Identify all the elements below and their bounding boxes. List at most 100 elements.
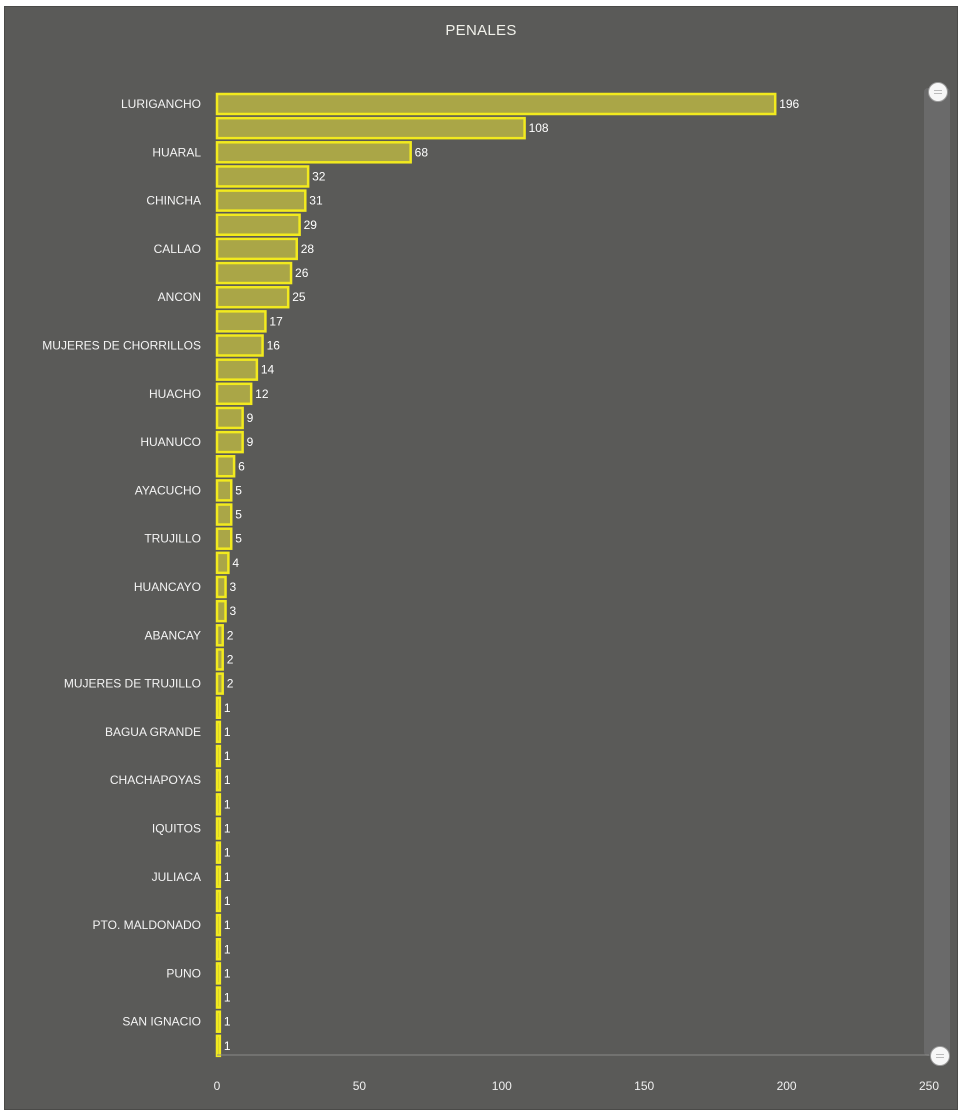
category-label: MUJERES DE TRUJILLO <box>64 677 201 691</box>
bar[interactable] <box>215 793 222 816</box>
data-label: 2 <box>227 677 234 691</box>
bar[interactable] <box>215 430 244 454</box>
category-label: JULIACA <box>152 870 201 884</box>
data-label: 29 <box>304 218 318 232</box>
category-label: ANCON <box>158 290 201 304</box>
bar[interactable] <box>215 382 253 406</box>
bar[interactable] <box>215 744 222 768</box>
bar[interactable] <box>215 648 224 671</box>
bar[interactable] <box>215 768 222 792</box>
data-label: 1 <box>224 966 231 980</box>
data-label: 16 <box>267 339 281 353</box>
bar[interactable] <box>215 334 264 357</box>
bar[interactable] <box>215 261 293 285</box>
x-tick-label: 250 <box>919 1079 939 1093</box>
data-label: 1 <box>224 1039 231 1053</box>
bar[interactable] <box>215 817 222 840</box>
data-label: 9 <box>247 435 254 449</box>
data-label: 32 <box>312 169 326 183</box>
category-label: CHACHAPOYAS <box>110 773 201 787</box>
data-label: 2 <box>227 628 234 642</box>
bar[interactable] <box>215 962 222 985</box>
data-label: 26 <box>295 266 309 280</box>
data-label: 1 <box>224 773 231 787</box>
data-label: 1 <box>224 918 231 932</box>
data-label: 3 <box>230 580 237 594</box>
x-tick-label: 150 <box>634 1079 654 1093</box>
bar[interactable] <box>215 938 222 961</box>
range-scrollbar[interactable] <box>924 88 950 1056</box>
bar[interactable] <box>215 551 230 575</box>
scroll-handle-bottom-icon[interactable] <box>930 1046 950 1066</box>
data-label: 5 <box>235 532 242 546</box>
category-labels: LURIGANCHO HUARAL CHINCHA CALLAO ANCON MUJERE… <box>42 97 201 1029</box>
bar[interactable] <box>215 406 244 430</box>
data-label: 1 <box>224 894 231 908</box>
data-label: 1 <box>224 701 231 715</box>
category-label: LURIGANCHO <box>121 97 201 111</box>
data-label: 1 <box>224 822 231 836</box>
category-label: CALLAO <box>154 242 201 256</box>
bar[interactable] <box>215 165 310 188</box>
bar[interactable] <box>215 358 259 381</box>
category-label: ABANCAY <box>145 628 201 642</box>
bar[interactable] <box>215 575 227 599</box>
bar[interactable] <box>215 141 412 164</box>
data-label: 14 <box>261 363 275 377</box>
x-tick-label: 0 <box>214 1079 221 1093</box>
x-tick-label: 100 <box>492 1079 512 1093</box>
data-label: 3 <box>230 604 237 618</box>
data-label: 108 <box>529 121 549 135</box>
bar[interactable] <box>215 237 298 261</box>
category-label: PUNO <box>166 966 201 980</box>
bar[interactable] <box>215 720 222 744</box>
bar[interactable] <box>215 285 290 309</box>
bar[interactable] <box>215 624 224 647</box>
chart-panel <box>4 6 958 1110</box>
data-label: 5 <box>235 508 242 522</box>
scroll-handle-top-icon[interactable] <box>928 82 948 102</box>
bar[interactable] <box>215 865 222 889</box>
category-label: HUACHO <box>149 387 201 401</box>
category-label: AYACUCHO <box>135 483 201 497</box>
bar[interactable] <box>215 189 307 212</box>
bar[interactable] <box>215 672 224 695</box>
bar[interactable] <box>215 116 526 140</box>
data-label: 9 <box>247 411 254 425</box>
x-tick-label: 200 <box>777 1079 797 1093</box>
bar[interactable] <box>215 213 301 236</box>
bar[interactable] <box>215 527 233 550</box>
data-label: 5 <box>235 483 242 497</box>
bar[interactable] <box>215 1034 222 1058</box>
data-label: 196 <box>779 97 799 111</box>
category-label: HUANUCO <box>140 435 201 449</box>
bar[interactable] <box>215 841 222 864</box>
data-label: 17 <box>269 314 283 328</box>
bar[interactable] <box>215 310 267 333</box>
data-label: 6 <box>238 459 245 473</box>
bar[interactable] <box>215 599 227 623</box>
category-label: SAN IGNACIO <box>122 1015 201 1029</box>
bar[interactable] <box>215 503 233 526</box>
data-label: 4 <box>232 556 239 570</box>
bar[interactable] <box>215 986 222 1009</box>
chart-title: PENALES <box>445 22 517 39</box>
category-label: TRUJILLO <box>144 532 201 546</box>
bar[interactable] <box>215 92 777 116</box>
data-label: 28 <box>301 242 315 256</box>
bar[interactable] <box>215 1010 222 1033</box>
category-label: BAGUA GRANDE <box>105 725 201 739</box>
data-label: 31 <box>309 194 323 208</box>
bar[interactable] <box>215 455 236 478</box>
category-label: IQUITOS <box>152 822 201 836</box>
category-label: PTO. MALDONADO <box>93 918 201 932</box>
category-label: CHINCHA <box>146 194 201 208</box>
bar[interactable] <box>215 913 222 937</box>
bar[interactable] <box>215 479 233 502</box>
data-label: 1 <box>224 749 231 763</box>
data-label: 2 <box>227 652 234 666</box>
data-label: 12 <box>255 387 269 401</box>
bar[interactable] <box>215 696 222 719</box>
bar[interactable] <box>215 889 222 913</box>
